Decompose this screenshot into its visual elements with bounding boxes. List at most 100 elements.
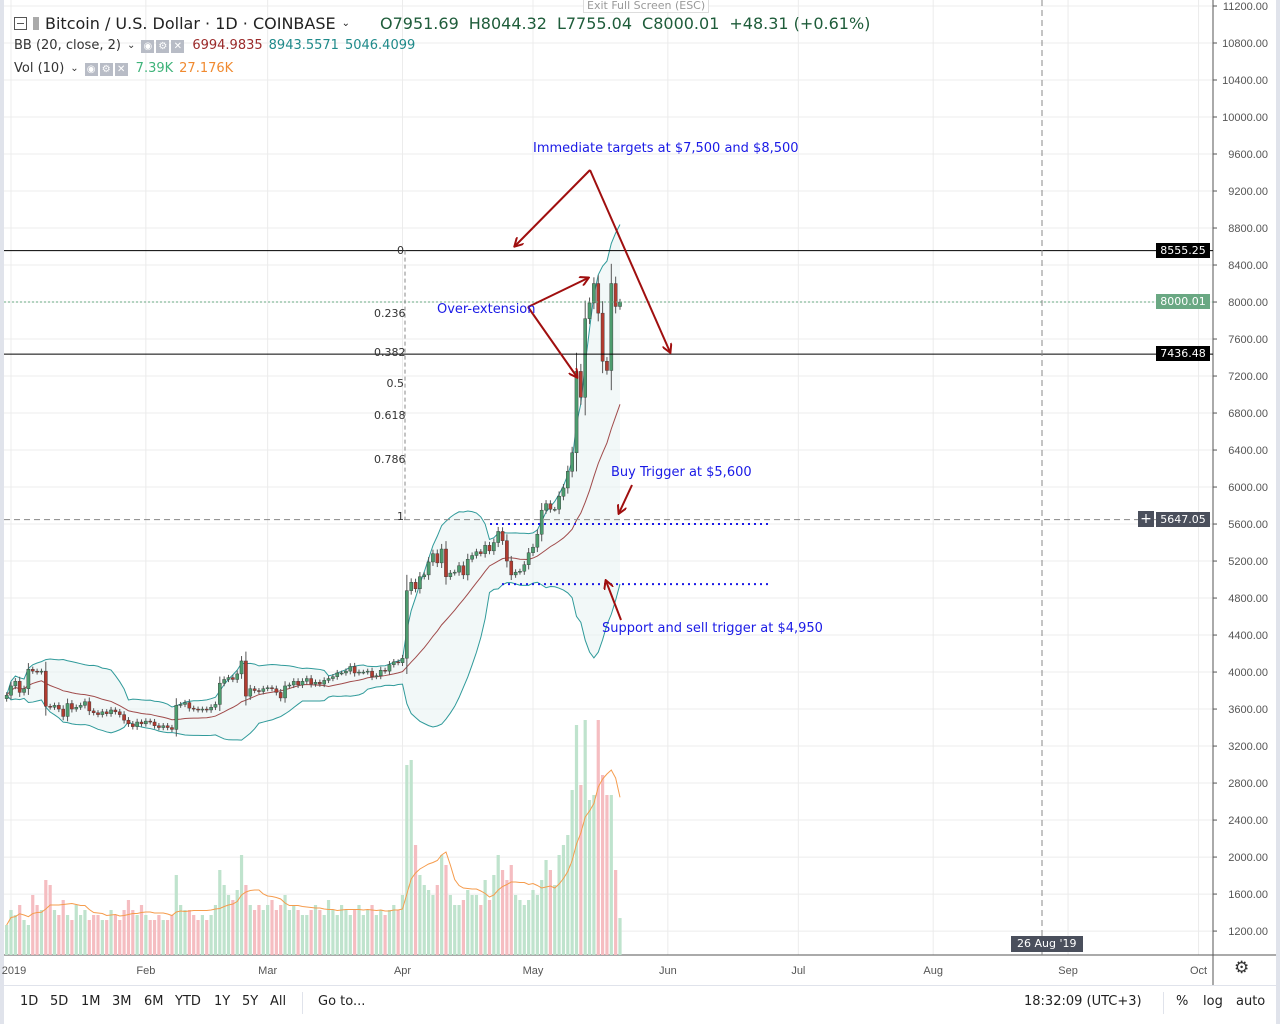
volume-bar (353, 910, 357, 955)
volume-bar (514, 895, 518, 955)
x-tick-label: May (523, 965, 544, 977)
annotation-support[interactable]: Support and sell trigger at $4,950 (602, 621, 823, 636)
volume-bar (279, 905, 283, 955)
chevron-down-icon[interactable]: ⌄ (341, 18, 350, 29)
auto-scale-button[interactable]: auto (1236, 994, 1266, 1009)
volume-bar (231, 900, 235, 955)
volume-bar (96, 915, 100, 955)
volume-bar (587, 800, 592, 955)
volume-bar (566, 835, 570, 955)
log-scale-button[interactable]: log (1203, 994, 1223, 1009)
volume-bar (196, 920, 200, 955)
candle-body (52, 705, 57, 708)
candle-body (552, 509, 557, 511)
candle-body (579, 371, 583, 398)
bb-label[interactable]: BB (20, close, 2) (14, 38, 121, 53)
volume-bar (483, 880, 487, 955)
settings-icon[interactable]: ⚙ (156, 40, 170, 53)
range-1m-button[interactable]: 1M (81, 994, 101, 1009)
candle-body (139, 721, 144, 725)
bb-basis-value: 6994.9835 (192, 38, 263, 53)
volume-bar (179, 905, 183, 955)
candle-body (392, 661, 396, 665)
add-alert-plus-icon[interactable]: + (1138, 511, 1154, 527)
candle-body (65, 703, 70, 717)
volume-bar (322, 915, 326, 955)
candle-body (296, 681, 300, 686)
exit-fullscreen-button[interactable]: Exit Full Screen (ESC) (583, 0, 710, 13)
candle-body (309, 678, 313, 685)
range-6m-button[interactable]: 6M (144, 994, 164, 1009)
candle-body (378, 669, 383, 676)
candle-body (474, 551, 479, 556)
candle-body (300, 681, 305, 686)
candle-body (574, 371, 579, 454)
candle-body (252, 688, 257, 691)
range-all-button[interactable]: All (270, 994, 287, 1009)
volume-bar (248, 905, 252, 955)
percent-scale-button[interactable]: % (1176, 994, 1189, 1009)
volume-bar (213, 905, 218, 955)
volume-bar (461, 900, 465, 955)
volume-bar (131, 910, 135, 955)
candle-body (35, 670, 39, 673)
annotation-buy-trigger[interactable]: Buy Trigger at $5,600 (611, 465, 752, 480)
y-tick-label: 10800.00 (1222, 38, 1268, 50)
volume-bar (357, 905, 361, 955)
candle-body (287, 684, 292, 687)
range-3m-button[interactable]: 3M (112, 994, 132, 1009)
candle-body (544, 503, 548, 511)
candle-body (431, 553, 435, 563)
x-tick-label: 2019 (2, 965, 26, 977)
volume-bar (48, 885, 52, 955)
volume-bar (70, 920, 74, 955)
settings-icon[interactable]: ⚙ (99, 63, 113, 76)
volume-bar (561, 845, 566, 955)
goto-button[interactable]: Go to... (318, 994, 366, 1009)
volume-bar (487, 900, 492, 955)
volume-bar (113, 915, 117, 955)
volume-bar (370, 905, 374, 955)
range-5y-button[interactable]: 5Y (242, 994, 259, 1009)
chevron-down-icon[interactable]: ⌄ (126, 40, 136, 51)
volume-bar (144, 915, 148, 955)
volume-bar (209, 915, 213, 955)
volume-bar (583, 720, 587, 955)
low-value: L7755.04 (556, 14, 633, 33)
volume-bar (361, 915, 365, 955)
volume-bar (413, 845, 418, 955)
range-1d-button[interactable]: 1D (20, 994, 39, 1009)
x-tick-label: Aug (923, 965, 943, 977)
candle-body (83, 701, 87, 706)
volume-bar (292, 905, 296, 955)
candle-body (405, 590, 409, 659)
range-1y-button[interactable]: 1Y (214, 994, 231, 1009)
candle-body (39, 670, 44, 673)
visibility-icon[interactable]: ◉ (141, 40, 155, 53)
chevron-down-icon[interactable]: ⌄ (70, 63, 79, 74)
volume-bar (592, 795, 596, 955)
annotation-over-extension[interactable]: Over-extension (437, 302, 536, 317)
remove-icon[interactable]: ✕ (114, 63, 128, 76)
y-tick-label: 2800.00 (1228, 778, 1268, 790)
settings-gear-icon[interactable]: ⚙ (1234, 958, 1250, 978)
collapse-icon[interactable] (14, 17, 27, 30)
range-5d-button[interactable]: 5D (50, 994, 69, 1009)
price-chart[interactable]: 1200.00 1600.00 2000.00 2400.00 2800.00 3200.… (0, 0, 1276, 985)
symbol-title[interactable]: Bitcoin / U.S. Dollar · 1D · COINBASE (45, 14, 336, 33)
visibility-icon[interactable]: ◉ (84, 63, 98, 76)
range-ytd-button[interactable]: YTD (175, 994, 201, 1009)
candle-body (457, 565, 461, 573)
fib-level-0: 0 (397, 244, 404, 257)
volume-bar (418, 875, 422, 955)
y-tick-label: 10000.00 (1222, 112, 1268, 124)
annotation-targets[interactable]: Immediate targets at $7,500 and $8,500 (533, 141, 799, 156)
volume-bar (39, 910, 44, 955)
clock[interactable]: 18:32:09 (UTC+3) (1024, 994, 1142, 1009)
volume-bar (618, 918, 622, 955)
candle-body (535, 534, 540, 548)
vol-label[interactable]: Vol (10) (14, 61, 65, 76)
remove-icon[interactable]: ✕ (171, 40, 185, 53)
price-label-8555: 8555.25 (1156, 243, 1210, 258)
left-border (0, 0, 4, 1024)
